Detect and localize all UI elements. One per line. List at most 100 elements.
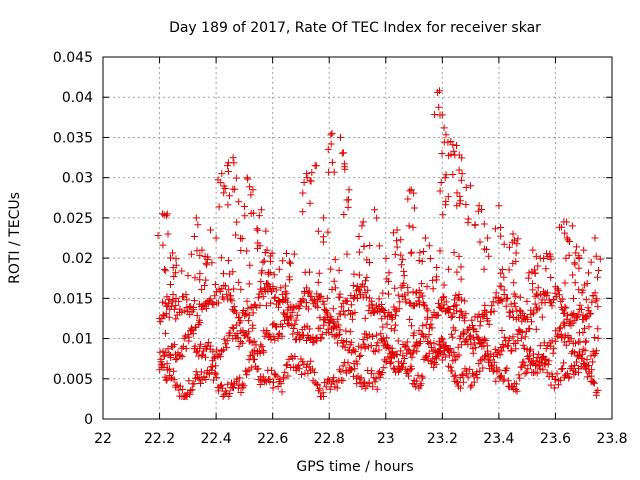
data-point xyxy=(269,321,277,329)
data-point xyxy=(372,375,380,383)
data-point xyxy=(444,193,452,201)
data-point xyxy=(172,255,180,263)
data-point xyxy=(264,280,272,288)
data-point xyxy=(391,365,398,373)
data-point xyxy=(308,169,316,177)
data-point xyxy=(342,327,350,335)
data-point xyxy=(319,233,327,241)
data-point xyxy=(412,383,420,391)
data-point xyxy=(551,337,559,345)
data-point xyxy=(371,206,378,214)
data-point xyxy=(485,252,493,260)
data-point xyxy=(379,323,387,331)
data-point xyxy=(282,282,289,290)
data-point xyxy=(550,345,558,353)
data-point xyxy=(525,325,533,333)
data-point xyxy=(456,197,464,205)
data-point xyxy=(241,212,249,220)
data-point xyxy=(589,358,597,366)
data-point xyxy=(278,388,286,396)
data-point xyxy=(575,369,582,377)
data-point xyxy=(561,322,569,330)
data-point xyxy=(386,360,394,367)
data-point xyxy=(207,226,214,234)
data-point xyxy=(570,295,577,302)
data-point xyxy=(244,333,252,341)
data-point xyxy=(257,206,265,214)
data-point xyxy=(196,276,204,284)
data-point xyxy=(326,385,334,393)
data-point xyxy=(531,269,539,277)
data-point xyxy=(359,336,367,344)
y-axis-title: ROTI / TECUs xyxy=(7,192,23,284)
data-point xyxy=(346,328,354,336)
data-point xyxy=(275,265,283,273)
data-point xyxy=(262,302,270,310)
data-point xyxy=(333,384,341,392)
data-point xyxy=(190,233,198,240)
data-point xyxy=(455,151,463,159)
data-point xyxy=(500,375,508,383)
data-point xyxy=(444,305,452,313)
data-point xyxy=(594,303,602,311)
data-point xyxy=(530,266,538,274)
data-point xyxy=(560,318,568,326)
data-point xyxy=(419,374,427,382)
data-point xyxy=(339,362,347,370)
data-point xyxy=(558,333,566,341)
data-point xyxy=(235,278,243,286)
data-point xyxy=(453,268,461,276)
y-tick-labels: 0 0.005 0.01 0.015 0.02 0.025 0.03 0.035 0.04 0.0… xyxy=(53,50,93,428)
data-point xyxy=(508,347,516,354)
data-point xyxy=(529,246,537,254)
data-point xyxy=(552,375,559,383)
data-point xyxy=(247,364,255,372)
data-point xyxy=(417,380,425,388)
data-point xyxy=(380,364,388,372)
data-point xyxy=(243,247,251,255)
data-point xyxy=(234,334,242,342)
data-point xyxy=(302,303,310,311)
data-point xyxy=(581,324,588,332)
data-point xyxy=(590,351,598,359)
data-point xyxy=(413,377,421,385)
data-point xyxy=(581,361,589,369)
data-point xyxy=(330,374,338,382)
data-point xyxy=(343,250,351,258)
data-point xyxy=(495,366,503,374)
data-point xyxy=(453,307,460,315)
data-point xyxy=(498,266,506,273)
data-point xyxy=(261,288,269,295)
data-point xyxy=(212,234,220,242)
data-point xyxy=(438,150,446,157)
data-point xyxy=(436,187,444,195)
data-point xyxy=(355,248,363,256)
data-point xyxy=(399,256,407,264)
data-point xyxy=(202,276,210,284)
data-point xyxy=(230,159,238,167)
data-point xyxy=(439,294,447,301)
data-point xyxy=(469,334,477,342)
data-point xyxy=(457,384,465,392)
data-point xyxy=(567,335,575,343)
data-point xyxy=(325,168,333,176)
data-point xyxy=(421,234,429,242)
data-point xyxy=(304,331,312,339)
data-point xyxy=(289,330,297,338)
data-point xyxy=(558,295,566,303)
data-point xyxy=(428,344,435,352)
data-point xyxy=(330,318,338,326)
data-point xyxy=(237,247,245,254)
data-point xyxy=(594,386,602,394)
data-point xyxy=(436,111,444,119)
data-point xyxy=(434,311,442,319)
data-point xyxy=(453,202,461,210)
data-point xyxy=(397,347,405,355)
data-point xyxy=(303,174,311,182)
data-point xyxy=(485,320,493,328)
data-point xyxy=(420,301,428,309)
data-point xyxy=(224,380,232,388)
data-point xyxy=(196,319,204,327)
data-point xyxy=(590,379,598,387)
data-point xyxy=(162,349,170,357)
